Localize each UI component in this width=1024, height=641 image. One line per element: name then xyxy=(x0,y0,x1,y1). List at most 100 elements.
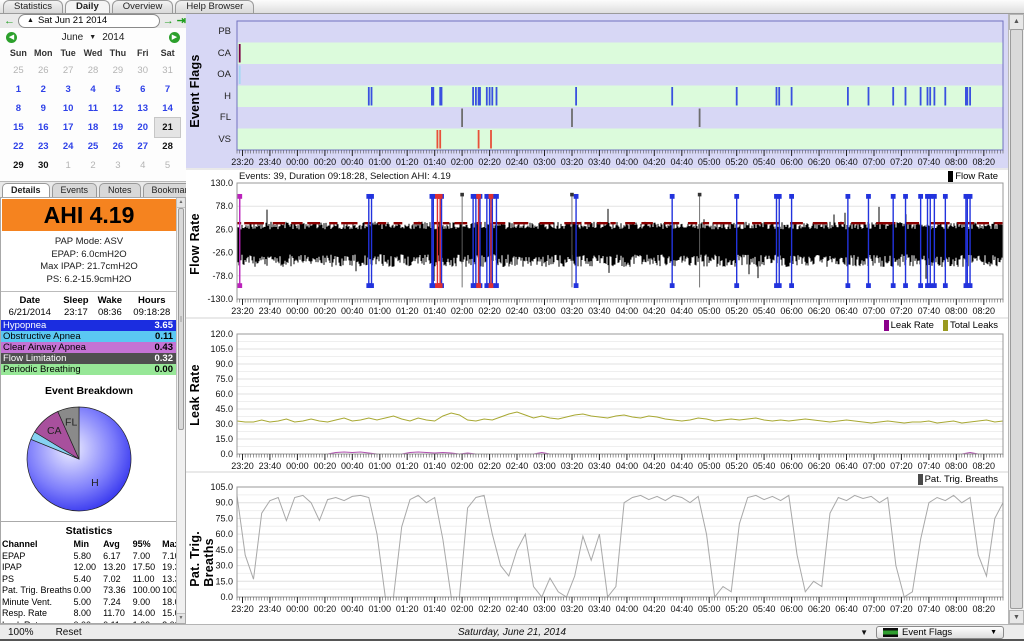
calendar-day-2[interactable]: 2 xyxy=(90,160,96,171)
event-count-row: Obstructive Apnea 0.11 xyxy=(1,331,177,342)
svg-text:23:40: 23:40 xyxy=(259,461,282,471)
leak-rate-panel[interactable]: Leak Rate Total Leaks Leak Rate 0.0 15.0 3… xyxy=(186,319,1008,471)
tab-overview[interactable]: Overview xyxy=(111,0,174,13)
tab-statistics[interactable]: Statistics xyxy=(3,0,64,13)
svg-text:0.0: 0.0 xyxy=(220,449,233,459)
calendar-day-11[interactable]: 11 xyxy=(87,103,99,114)
latest-day-arrow-icon[interactable]: ⇥ xyxy=(176,15,186,27)
scroll-down-icon[interactable]: ▼ xyxy=(1009,610,1024,624)
calendar-next-month-icon[interactable]: ▶ xyxy=(169,31,180,43)
tab-help-browser[interactable]: Help Browser xyxy=(175,0,255,13)
calendar-day-26[interactable]: 26 xyxy=(112,141,124,152)
scrollbar-thumb[interactable] xyxy=(178,208,184,430)
calendar-day-4[interactable]: 4 xyxy=(140,160,146,171)
pat-trig-breaths-panel[interactable]: Pat. Trig. Breaths Pat. Trig. Breaths 0.… xyxy=(186,473,1008,624)
prev-day-arrow-icon[interactable]: ← xyxy=(4,15,15,27)
leak-rate-plot[interactable]: 0.0 15.0 30.0 45.0 60.0 75.0 90.0 105.0 120.0 23:… xyxy=(186,319,1008,471)
calendar-day-21[interactable]: 21 xyxy=(154,117,181,138)
calendar-month[interactable]: June xyxy=(61,31,84,43)
calendar-day-12[interactable]: 12 xyxy=(112,103,124,114)
ptb-plot[interactable]: 0.0 15.0 30.0 45.0 60.0 75.0 90.0 105.0 23:20 23:… xyxy=(186,473,1008,624)
svg-text:07:00: 07:00 xyxy=(863,157,886,167)
stats-cell: IPAP xyxy=(2,562,22,572)
calendar-day-19[interactable]: 19 xyxy=(112,122,124,133)
svg-text:00:40: 00:40 xyxy=(341,461,364,471)
calendar-day-4[interactable]: 4 xyxy=(90,84,96,95)
svg-text:45.0: 45.0 xyxy=(215,404,233,414)
calendar-day-17[interactable]: 17 xyxy=(62,122,74,133)
details-scrollbar[interactable]: ▲ ▼ xyxy=(176,198,185,623)
scrollbar-thumb[interactable] xyxy=(1010,29,1023,609)
event-type-label: Periodic Breathing xyxy=(3,364,81,375)
calendar-day-24[interactable]: 24 xyxy=(62,141,74,152)
calendar-day-22[interactable]: 22 xyxy=(13,141,24,152)
calendar-day-13[interactable]: 13 xyxy=(137,103,148,114)
calendar-prev-month-icon[interactable]: ◀ xyxy=(6,31,17,43)
calendar-day-18[interactable]: 18 xyxy=(87,122,99,133)
event-type-label: Obstructive Apnea xyxy=(3,331,81,342)
calendar-day-1[interactable]: 1 xyxy=(65,160,71,171)
event-flags-dropdown[interactable]: Event Flags ▼ xyxy=(876,625,1004,639)
calendar-day-2[interactable]: 2 xyxy=(40,84,46,95)
calendar-day-3[interactable]: 3 xyxy=(115,160,121,171)
stats-cell: 14.00 xyxy=(132,608,156,618)
tab-daily[interactable]: Daily xyxy=(65,0,110,13)
pin-dropdown-icon[interactable]: ▼ xyxy=(860,627,868,637)
scroll-up-icon[interactable]: ▲ xyxy=(177,198,185,208)
event-flags-panel[interactable]: Event Flags PB CA OA H FL VS 23:20 23:40 00:00 0… xyxy=(186,14,1008,168)
calendar-day-25[interactable]: 25 xyxy=(87,141,99,152)
svg-text:08:00: 08:00 xyxy=(945,157,968,167)
flow-rate-plot[interactable]: 130.0 78.0 26.0 -26.0 -78.0 -130.0 23:20 23:40 0… xyxy=(186,170,1008,317)
calendar-day-20[interactable]: 20 xyxy=(137,122,148,133)
svg-text:02:40: 02:40 xyxy=(506,461,529,471)
calendar-year[interactable]: 2014 xyxy=(102,31,125,43)
calendar-day-30[interactable]: 30 xyxy=(37,160,49,171)
calendar-day-10[interactable]: 10 xyxy=(62,103,74,114)
calendar-day-8[interactable]: 8 xyxy=(15,103,22,114)
calendar-day-6[interactable]: 6 xyxy=(140,84,146,95)
calendar-day-16[interactable]: 16 xyxy=(37,122,49,133)
stats-header-Channel: Channel xyxy=(2,539,38,549)
calendar-day-29[interactable]: 29 xyxy=(13,160,24,171)
svg-text:00:00: 00:00 xyxy=(286,157,309,167)
calendar-day-29[interactable]: 29 xyxy=(112,65,124,76)
flow-rate-panel[interactable]: Events: 39, Duration 09:18:28, Selection… xyxy=(186,170,1008,317)
calendar-day-15[interactable]: 15 xyxy=(13,122,24,133)
flag-row-label-PB: PB xyxy=(218,26,231,38)
tab-notes[interactable]: Notes xyxy=(99,183,141,197)
svg-text:01:00: 01:00 xyxy=(369,306,392,316)
tab-events[interactable]: Events xyxy=(51,183,98,197)
svg-text:05:00: 05:00 xyxy=(698,461,721,471)
svg-text:08:20: 08:20 xyxy=(973,306,996,316)
reset-button[interactable]: Reset xyxy=(55,626,82,638)
scroll-up-icon[interactable]: ▲ xyxy=(1009,14,1024,30)
date-selector[interactable]: ▲ Sat Jun 21 2014 xyxy=(18,14,160,28)
svg-text:04:40: 04:40 xyxy=(671,157,694,167)
calendar-day-5[interactable]: 5 xyxy=(164,160,171,171)
svg-text:26.0: 26.0 xyxy=(215,224,233,234)
svg-text:90.0: 90.0 xyxy=(215,359,233,369)
calendar-day-3[interactable]: 3 xyxy=(65,84,71,95)
stats-header-95%: 95% xyxy=(132,539,151,549)
calendar-day-1[interactable]: 1 xyxy=(15,84,22,95)
calendar-day-14[interactable]: 14 xyxy=(162,103,173,114)
calendar-day-31[interactable]: 31 xyxy=(162,65,173,76)
next-day-arrow-icon[interactable]: → xyxy=(162,15,174,27)
svg-text:05:40: 05:40 xyxy=(753,461,776,471)
scroll-down-icon[interactable]: ▼ xyxy=(177,613,185,623)
calendar-day-5[interactable]: 5 xyxy=(115,84,121,95)
calendar-day-28[interactable]: 28 xyxy=(162,141,173,152)
calendar-day-26[interactable]: 26 xyxy=(37,65,49,76)
calendar-day-30[interactable]: 30 xyxy=(137,65,148,76)
calendar-day-9[interactable]: 9 xyxy=(40,103,46,114)
tab-details[interactable]: Details xyxy=(2,183,50,197)
event-flags-plot[interactable]: 23:20 23:40 00:00 00:20 00:40 01:00 01:20 01:40… xyxy=(186,14,1008,168)
calendar-day-27[interactable]: 27 xyxy=(137,141,148,152)
calendar-day-23[interactable]: 23 xyxy=(37,141,49,152)
calendar-day-7[interactable]: 7 xyxy=(164,84,171,95)
calendar-day-28[interactable]: 28 xyxy=(87,65,99,76)
calendar-day-25[interactable]: 25 xyxy=(13,65,24,76)
calendar-day-27[interactable]: 27 xyxy=(62,65,74,76)
charts-scrollbar[interactable]: ▲ ▼ xyxy=(1008,14,1024,624)
